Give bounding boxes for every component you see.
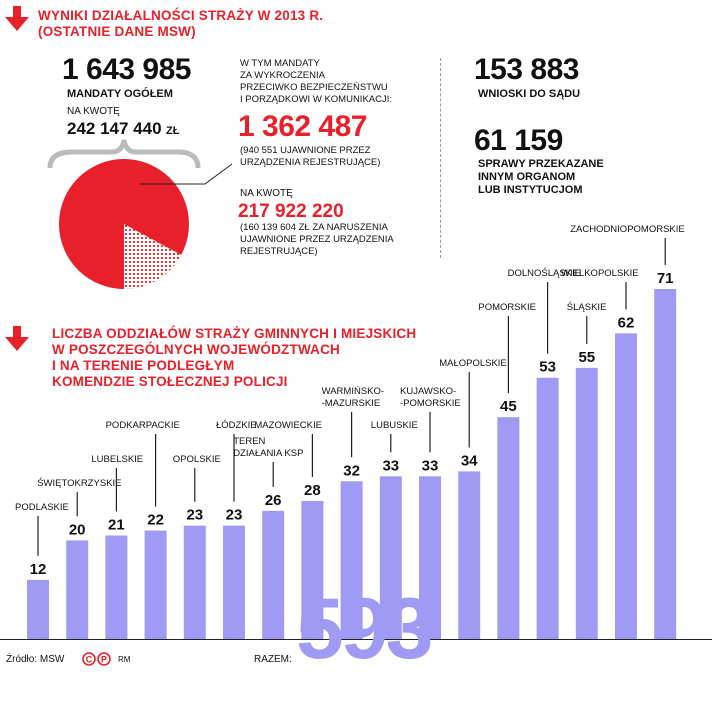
bottom-title-line2: W POSZCZEGÓLNYCH WOJEWÓDZTWACH (52, 342, 340, 357)
bar-value-label-9: 32 (343, 462, 360, 479)
region-label-8: MAZOWIECKIE (254, 420, 322, 431)
region-label-2: ŚWIĘTOKRZYSKIE (37, 477, 121, 489)
transferred-label-3: LUB INSTYTUCJOM (478, 184, 583, 196)
sub-intro-4: I PORZĄDKOWI W KOMUNIKACJI: (240, 94, 393, 105)
region-label-11: KUJAWSKO--POMORSKIE (400, 386, 461, 409)
bar-3 (105, 535, 128, 639)
bar-13 (497, 417, 520, 639)
bar-value-label-8: 28 (304, 482, 321, 499)
region-label-1: PODLASKIE (15, 502, 69, 513)
bar-value-label-6: 23 (226, 507, 243, 524)
bar-value-label-1: 12 (30, 561, 47, 578)
bar-8 (301, 500, 324, 639)
region-label-5: OPOLSKIE (173, 454, 221, 465)
region-label-15: ŚLĄSKIE (567, 301, 607, 313)
bar-4 (144, 530, 167, 639)
region-label-7: TEREN DZIAŁANIA KSP (233, 436, 303, 459)
bar-9 (340, 481, 363, 639)
top-title-line1: WYNIKI DZIAŁALNOŚCI STRAŻY W 2013 R. (38, 8, 324, 23)
transferred-cases-value: 61 159 (474, 124, 563, 157)
sub-intro-1: W TYM MANDATY (240, 58, 320, 69)
bar-value-label-4: 22 (147, 512, 164, 529)
bar-value-label-16: 62 (618, 314, 635, 331)
region-label-17: ZACHODNIOPOMORSKIE (570, 224, 685, 235)
bottom-title-line3: I NA TERENIE PODLEGŁYM (52, 358, 235, 373)
bottom-section-arrow-icon (4, 326, 30, 352)
bar-value-label-13: 45 (500, 398, 517, 415)
author-credit: RM (118, 655, 131, 664)
court-requests-label: WNIOSKI DO SĄDU (478, 88, 581, 100)
bar-2 (66, 540, 89, 639)
source-text: Źródło: MSW (6, 654, 65, 665)
transferred-label-2: INNYM ORGANOM (478, 171, 576, 183)
region-label-16: WIELKOPOLSKIE (561, 268, 639, 279)
bar-value-label-5: 23 (186, 507, 203, 524)
bar-16 (615, 333, 637, 639)
sub-note-2: URZĄDZENIA REJESTRUJĄCE) (240, 157, 381, 168)
bar-5 (183, 525, 206, 639)
top-title-line2: (OSTATNIE DANE MSW) (38, 24, 196, 39)
sub-amount-value: 217 922 220 (238, 201, 344, 222)
bar-value-label-15: 55 (578, 349, 595, 366)
bar-value-label-2: 20 (69, 521, 86, 538)
region-label-3: LUBELSKIE (91, 454, 143, 465)
bar-12 (458, 471, 481, 639)
transferred-label-1: SPRAWY PRZEKAZANE (478, 158, 604, 170)
region-label-9: WARMIŃSKO--MAZURSKIE (322, 386, 384, 409)
court-requests-value: 153 883 (474, 53, 579, 86)
amount-label: NA KWOTĘ (67, 106, 120, 117)
bar-7 (262, 510, 285, 639)
bar-11 (419, 476, 441, 639)
amount-unit: ZŁ (166, 125, 180, 137)
bar-1 (27, 579, 49, 639)
bar-value-label-12: 34 (461, 452, 478, 469)
amount-value: 242 147 440 (67, 119, 162, 138)
bar-value-label-3: 21 (108, 516, 125, 533)
region-label-6: ŁÓDZKIE (216, 420, 257, 431)
sub-amount-note-2: UJAWNIONE PRZEZ URZĄDZENIA (240, 234, 394, 245)
bar-value-label-17: 71 (657, 270, 674, 287)
bar-10 (379, 476, 402, 639)
bar-value-label-7: 26 (265, 492, 282, 509)
svg-text:P: P (101, 655, 107, 665)
vertical-divider (440, 58, 441, 258)
sub-amount-note-3: REJESTRUJĄCE) (240, 246, 318, 257)
region-label-13: POMORSKIE (478, 302, 536, 313)
bar-6 (223, 525, 245, 639)
bar-15 (575, 367, 598, 639)
sub-intro-2: ZA WYKROCZENIA (240, 70, 325, 81)
bar-14 (536, 377, 559, 639)
region-label-12: MAŁOPOLSKIE (439, 358, 507, 369)
sub-mandates-value: 1 362 487 (238, 110, 367, 143)
total-value: 593 (296, 581, 433, 677)
total-mandates-value: 1 643 985 (62, 53, 191, 86)
bar-value-label-10: 33 (382, 457, 399, 474)
bottom-title-line1: LICZBA ODDZIAŁÓW STRAŻY GMINNYCH I MIEJS… (52, 326, 417, 341)
sub-amount-label: NA KWOTĘ (240, 188, 293, 199)
region-label-14: DOLNOŚLĄSKIE (508, 267, 581, 279)
sub-amount-note-1: (160 139 604 ZŁ ZA NARUSZENIA (240, 222, 388, 233)
sub-note-1: (940 551 UJAWNIONE PRZEZ (240, 145, 371, 156)
svg-text:C: C (86, 655, 93, 665)
total-label: RAZEM: (254, 654, 292, 665)
sub-intro-3: PRZECIWKO BEZPIECZEŃSTWU (240, 82, 388, 93)
bottom-title-line4: KOMENDZIE STOŁECZNEJ POLICJI (52, 374, 288, 389)
region-label-4: PODKARPACKIE (106, 420, 180, 431)
bar-17 (654, 289, 677, 639)
bar-value-label-11: 33 (422, 457, 439, 474)
region-label-10: LUBUSKIE (371, 420, 418, 431)
bar-value-label-14: 53 (539, 359, 556, 376)
top-section-arrow-icon (4, 6, 30, 32)
total-mandates-label: MANDATY OGÓŁEM (67, 88, 173, 100)
